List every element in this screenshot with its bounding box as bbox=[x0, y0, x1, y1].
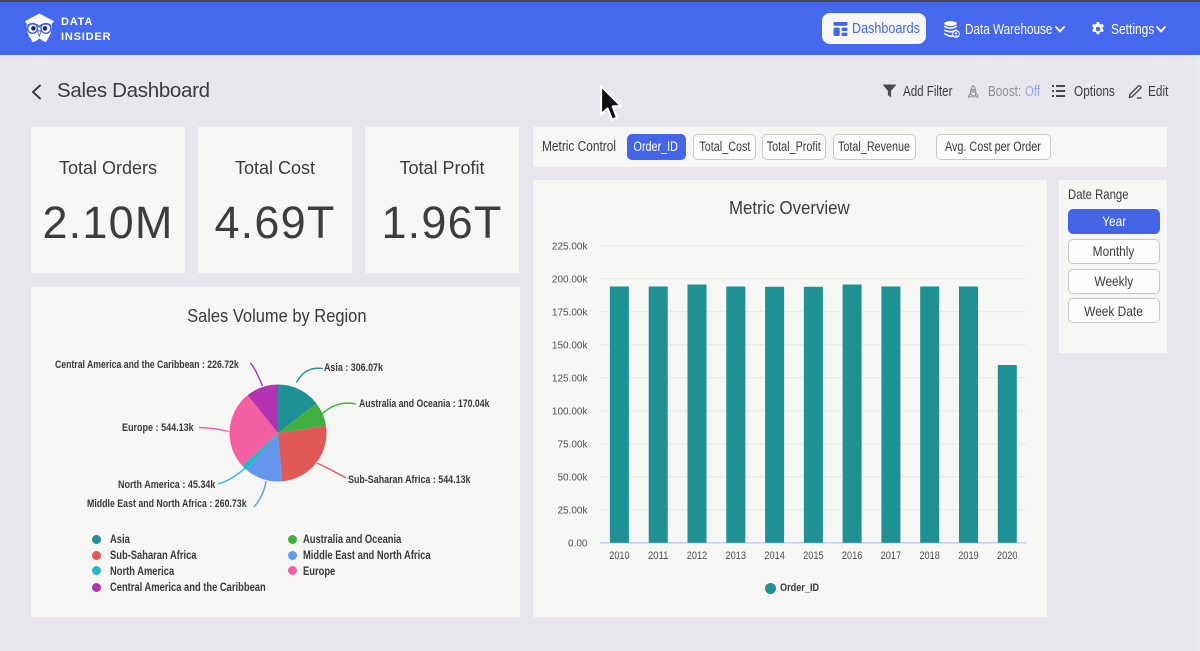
svg-text:150.00k: 150.00k bbox=[552, 340, 589, 351]
svg-text:100.00k: 100.00k bbox=[552, 406, 589, 417]
svg-text:75.00k: 75.00k bbox=[557, 439, 588, 450]
svg-text:0.00: 0.00 bbox=[568, 538, 588, 549]
svg-text:2015: 2015 bbox=[803, 550, 824, 562]
svg-text:225.00k: 225.00k bbox=[552, 241, 589, 252]
svg-text:50.00k: 50.00k bbox=[557, 472, 588, 483]
svg-text:2020: 2020 bbox=[997, 550, 1018, 562]
svg-text:2018: 2018 bbox=[919, 550, 940, 562]
svg-text:125.00k: 125.00k bbox=[552, 373, 589, 384]
svg-text:2019: 2019 bbox=[958, 550, 979, 562]
svg-text:2017: 2017 bbox=[881, 550, 902, 562]
svg-text:2012: 2012 bbox=[687, 550, 708, 562]
svg-text:2010: 2010 bbox=[609, 550, 630, 562]
svg-text:25.00k: 25.00k bbox=[557, 505, 588, 516]
svg-text:2014: 2014 bbox=[764, 550, 785, 562]
svg-text:200.00k: 200.00k bbox=[552, 274, 589, 285]
svg-text:2013: 2013 bbox=[726, 550, 747, 562]
svg-text:2011: 2011 bbox=[648, 550, 669, 562]
svg-text:2016: 2016 bbox=[842, 550, 863, 562]
svg-text:175.00k: 175.00k bbox=[552, 307, 589, 318]
